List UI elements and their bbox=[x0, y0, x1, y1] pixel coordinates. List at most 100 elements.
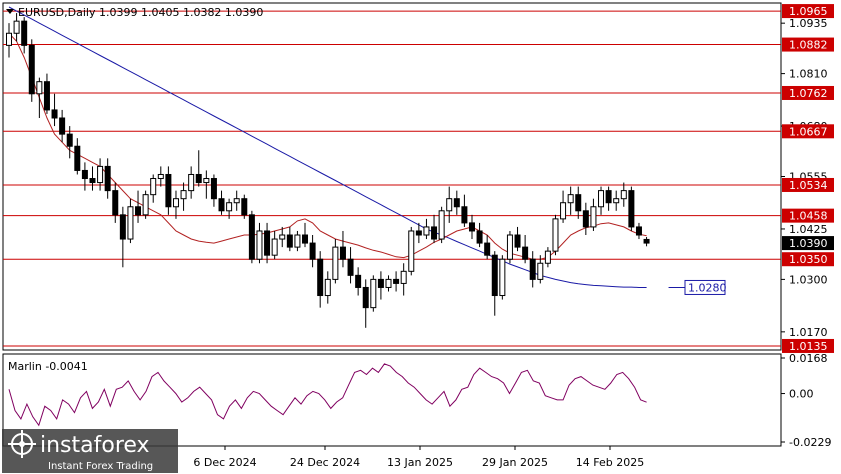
candle-body bbox=[203, 178, 210, 184]
candle-body bbox=[332, 246, 339, 280]
level-label: 1.0965 bbox=[789, 5, 828, 18]
symbol-header: EURUSD,Daily 1.0399 1.0405 1.0382 1.0390 bbox=[18, 6, 263, 19]
candle-body bbox=[59, 117, 66, 135]
candle-body bbox=[582, 210, 589, 228]
candle-body bbox=[6, 32, 12, 46]
indicator-tick-label: 0.0168 bbox=[789, 352, 828, 365]
indicator-label: Marlin -0.0041 bbox=[8, 360, 88, 373]
candle-body bbox=[506, 234, 513, 260]
watermark-brand: instaforex bbox=[40, 433, 150, 458]
level-label-box bbox=[782, 338, 834, 353]
candlesticks bbox=[6, 13, 650, 328]
candle-body bbox=[150, 178, 157, 196]
candle-body bbox=[552, 218, 559, 252]
candle-body bbox=[431, 226, 438, 240]
candle-body bbox=[66, 133, 73, 147]
price-tick-label: 1.0300 bbox=[789, 273, 828, 286]
candle-body bbox=[590, 206, 597, 228]
candle-body bbox=[81, 169, 88, 180]
candle-body bbox=[355, 274, 362, 288]
candle-body bbox=[377, 278, 384, 288]
triangle-down-icon[interactable] bbox=[6, 9, 14, 14]
level-label: 1.0350 bbox=[789, 253, 828, 266]
candle-body bbox=[423, 226, 430, 236]
candle-body bbox=[195, 173, 202, 184]
level-label: 1.0534 bbox=[789, 179, 828, 192]
candle-body bbox=[233, 198, 240, 204]
candle-body bbox=[279, 234, 286, 240]
candle-body bbox=[74, 145, 81, 171]
level-label-box bbox=[782, 252, 834, 267]
candle-body bbox=[461, 206, 468, 224]
level-label-box bbox=[782, 177, 834, 192]
time-tick-label: 13 Jan 2025 bbox=[387, 456, 453, 469]
indicator-tick-label: -0.0229 bbox=[789, 436, 831, 449]
ma-label-box bbox=[684, 279, 726, 295]
ma-value-label: 1.0280 bbox=[688, 281, 727, 294]
candle-body bbox=[317, 258, 324, 297]
candle-body bbox=[643, 238, 650, 244]
indicator-axis: 0.0168 0.00 -0.0229 bbox=[781, 352, 831, 449]
candle-body bbox=[256, 230, 263, 260]
candle-body bbox=[210, 178, 217, 200]
level-label-box bbox=[782, 208, 834, 223]
candle-body bbox=[514, 234, 521, 248]
candle-body bbox=[385, 278, 392, 288]
candle-body bbox=[286, 234, 293, 248]
candle-body bbox=[127, 206, 134, 240]
candle-body bbox=[613, 198, 620, 204]
current-price-label: 1.0390 bbox=[789, 237, 828, 250]
candle-body bbox=[188, 173, 195, 192]
candle-body bbox=[598, 190, 605, 208]
price-tick-label: 1.0935 bbox=[789, 17, 828, 30]
level-label-box bbox=[782, 85, 834, 100]
candle-body bbox=[28, 44, 35, 95]
candle-body bbox=[499, 258, 506, 297]
instaforex-logo-icon bbox=[8, 430, 36, 458]
candle-body bbox=[575, 194, 582, 212]
candle-body bbox=[157, 173, 164, 180]
candle-body bbox=[544, 250, 551, 264]
indicator-tick-label: 0.00 bbox=[789, 388, 814, 401]
candle-body bbox=[226, 202, 233, 212]
candle-body bbox=[36, 81, 43, 95]
candle-body bbox=[522, 246, 529, 260]
candle-body bbox=[248, 214, 255, 260]
candle-body bbox=[97, 165, 104, 184]
candle-body bbox=[415, 230, 422, 236]
candle-body bbox=[302, 234, 309, 244]
horizontal-levels bbox=[3, 10, 781, 347]
candle-body bbox=[218, 198, 225, 212]
candle-body bbox=[51, 109, 58, 119]
level-label: 1.0667 bbox=[789, 125, 828, 138]
candle-body bbox=[271, 238, 278, 256]
level-label-box bbox=[782, 37, 834, 52]
price-tick-label: 1.0425 bbox=[789, 223, 828, 236]
candle-body bbox=[309, 242, 316, 260]
candle-body bbox=[119, 214, 126, 240]
candle-body bbox=[180, 190, 187, 200]
candle-body bbox=[491, 254, 498, 297]
level-labels: 1.0965 1.0882 1.0762 1.0667 1.0534 1.0458 1.03… bbox=[782, 4, 834, 353]
level-label: 1.0135 bbox=[789, 340, 828, 353]
candle-body bbox=[13, 20, 20, 34]
candle-body bbox=[172, 198, 179, 208]
candle-body bbox=[347, 258, 354, 276]
candle-body bbox=[476, 230, 483, 244]
candle-body bbox=[529, 258, 536, 280]
candle-body bbox=[567, 194, 574, 204]
candle-body bbox=[560, 202, 567, 220]
watermark-tagline: Instant Forex Trading bbox=[48, 461, 153, 472]
candle-body bbox=[605, 190, 612, 204]
time-tick-label: 29 Jan 2025 bbox=[482, 456, 548, 469]
level-label: 1.0762 bbox=[789, 87, 828, 100]
candle-body bbox=[453, 198, 460, 208]
level-label-box bbox=[782, 124, 834, 139]
candle-body bbox=[468, 222, 475, 232]
candle-body bbox=[43, 81, 50, 111]
candle-body bbox=[635, 226, 642, 236]
time-tick-label: 6 Dec 2024 bbox=[193, 456, 256, 469]
current-price-box bbox=[782, 236, 834, 251]
candle-body bbox=[339, 246, 346, 260]
